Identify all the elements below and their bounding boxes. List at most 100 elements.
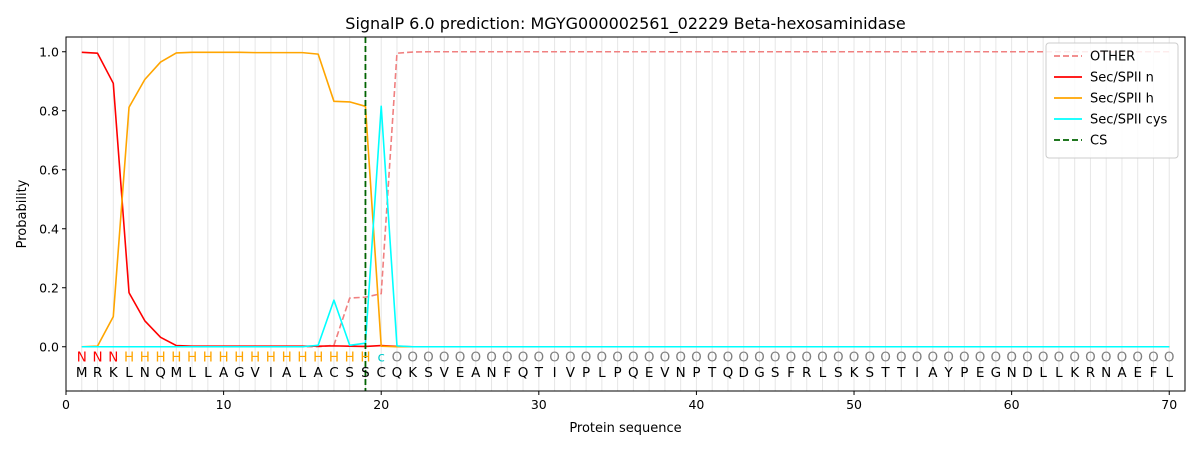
plot-frame	[65, 36, 1186, 392]
legend-label: Sec/SPII h	[1090, 92, 1154, 107]
sequence-letter: M	[170, 365, 182, 381]
plot-series	[81, 37, 1170, 391]
prediction-letter: O	[975, 350, 986, 366]
sequence-letter: L	[1055, 365, 1063, 381]
prediction-letter: O	[1038, 350, 1049, 366]
prediction-letter: N	[108, 350, 118, 366]
sequence-letter: C	[376, 365, 385, 381]
prediction-letter: O	[1148, 350, 1159, 366]
sequence-letter: K	[109, 365, 119, 381]
prediction-letter: H	[297, 350, 307, 366]
legend-label: Sec/SPII n	[1090, 71, 1154, 86]
sequence-letter: P	[692, 365, 700, 381]
sequence-letter: T	[534, 365, 544, 381]
prediction-letter: H	[250, 350, 260, 366]
sequence-letter: P	[960, 365, 968, 381]
prediction-letter: O	[565, 350, 576, 366]
sequence-letter: S	[834, 365, 843, 381]
prediction-letter: O	[644, 350, 655, 366]
sequence-letter: Q	[518, 365, 529, 381]
prediction-letter: H	[329, 350, 339, 366]
y-tick-label: 0.6	[39, 162, 59, 177]
x-tick-label: 30	[531, 397, 547, 412]
y-axis-label: Probability	[15, 179, 30, 248]
prediction-letter: O	[912, 350, 923, 366]
x-axis-label: Protein sequence	[569, 421, 681, 436]
y-tick-label: 0.4	[39, 221, 59, 236]
sequence-letter: F	[787, 365, 795, 381]
prediction-letter: O	[581, 350, 592, 366]
sequence-letter: L	[598, 365, 606, 381]
sequence-letter: A	[1117, 365, 1127, 381]
prediction-letter: O	[707, 350, 718, 366]
prediction-letter: O	[486, 350, 497, 366]
series-line-sec-spii-cys	[81, 105, 1170, 348]
x-tick-label: 0	[62, 397, 70, 412]
sequence-letter: S	[361, 365, 370, 381]
sequence-letter: R	[802, 365, 811, 381]
prediction-letter: N	[77, 350, 87, 366]
sequence-letter: A	[471, 365, 481, 381]
sequence-letter: A	[314, 365, 324, 381]
prediction-letter: O	[407, 350, 418, 366]
sequence-letter: Q	[392, 365, 403, 381]
sequence-letter: G	[754, 365, 764, 381]
sequence-letter: K	[1070, 365, 1080, 381]
prediction-letter: O	[691, 350, 702, 366]
prediction-letter: H	[187, 350, 197, 366]
sequence-letter: N	[1101, 365, 1111, 381]
prediction-letter: O	[1132, 350, 1143, 366]
sequence-letter: I	[915, 365, 919, 381]
sequence-letter: S	[771, 365, 780, 381]
prediction-letter: O	[801, 350, 812, 366]
sequence-letter: A	[219, 365, 229, 381]
legend-label: Sec/SPII cys	[1090, 113, 1168, 128]
prediction-letter: O	[1117, 350, 1128, 366]
vertical-gridlines	[81, 37, 1170, 391]
legend-label: OTHER	[1090, 50, 1135, 65]
prediction-letter: N	[92, 350, 102, 366]
sequence-letter: E	[1133, 365, 1142, 381]
sequence-letter: L	[819, 365, 827, 381]
sequence-letter: A	[282, 365, 292, 381]
sequence-letter: P	[582, 365, 590, 381]
prediction-letter: O	[660, 350, 671, 366]
sequence-letter: V	[440, 365, 450, 381]
sequence-letter: P	[614, 365, 622, 381]
x-tick-label: 40	[688, 397, 704, 412]
prediction-letter: O	[943, 350, 954, 366]
sequence-annotations: NMNRNKHLHNHQHMHLHLHAHGHVHIHAHLHAHCHSHScC…	[76, 350, 1175, 382]
sequence-letter: C	[329, 365, 338, 381]
sequence-letter: V	[251, 365, 261, 381]
sequence-letter: I	[553, 365, 557, 381]
x-tick-label: 20	[373, 397, 389, 412]
sequence-letter: L	[299, 365, 307, 381]
prediction-letter: O	[723, 350, 734, 366]
sequence-letter: L	[188, 365, 196, 381]
sequence-letter: R	[1086, 365, 1095, 381]
prediction-letter: O	[896, 350, 907, 366]
sequence-letter: Y	[943, 365, 953, 381]
sequence-letter: F	[1150, 365, 1158, 381]
prediction-letter: O	[1022, 350, 1033, 366]
x-tick-label: 10	[216, 397, 232, 412]
sequence-letter: Q	[155, 365, 166, 381]
prediction-letter: H	[203, 350, 213, 366]
y-axis-ticks: 0.0 0.2 0.4 0.6 0.8 1.0	[39, 44, 66, 354]
prediction-letter: H	[345, 350, 355, 366]
sequence-letter: T	[880, 365, 890, 381]
sequence-letter: M	[76, 365, 88, 381]
y-tick-label: 1.0	[39, 44, 59, 59]
sequence-letter: K	[408, 365, 418, 381]
chart-title: SignalP 6.0 prediction: MGYG000002561_02…	[345, 14, 905, 34]
prediction-letter: O	[1006, 350, 1017, 366]
legend-box	[1045, 42, 1179, 159]
sequence-letter: E	[976, 365, 985, 381]
prediction-letter: c	[377, 350, 384, 366]
x-tick-label: 60	[1004, 397, 1020, 412]
sequence-letter: Q	[628, 365, 639, 381]
x-axis-ticks: 0 10 20 30 40 50 60 70	[62, 391, 1177, 412]
sequence-letter: I	[269, 365, 273, 381]
sequence-letter: Q	[723, 365, 734, 381]
prediction-letter: O	[518, 350, 529, 366]
